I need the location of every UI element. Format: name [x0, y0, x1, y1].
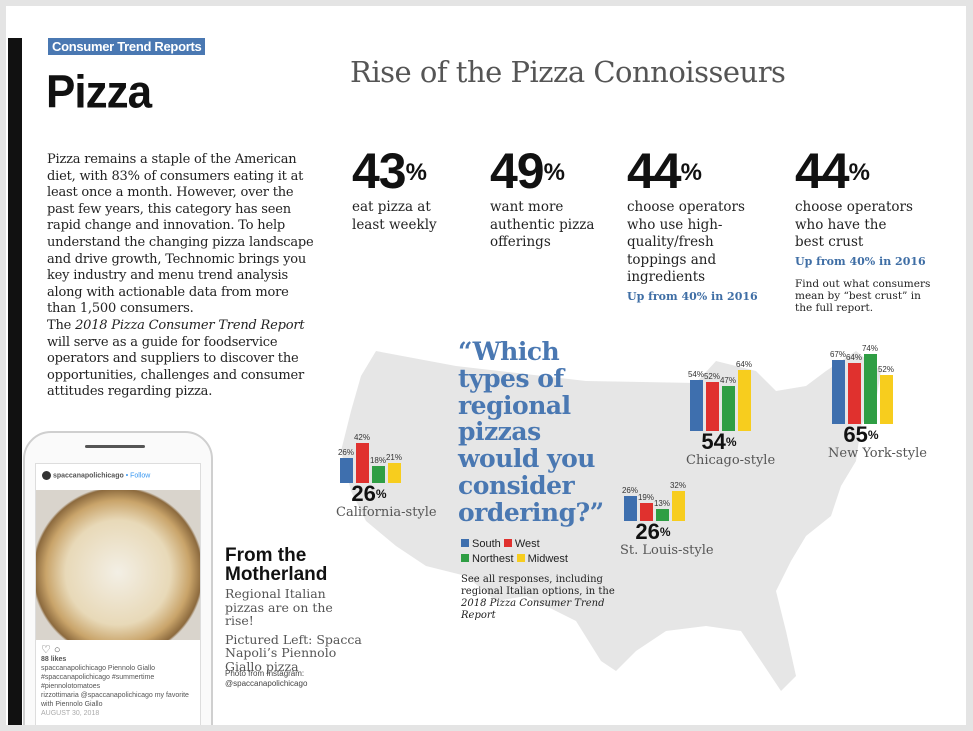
- bar-northest: [372, 465, 385, 483]
- bar-midwest: [388, 463, 401, 483]
- bar-value-label: 52%: [703, 371, 720, 381]
- bar-midwest: [738, 370, 751, 431]
- chart-total: 54%: [701, 429, 737, 454]
- bar-value-label: 54%: [687, 369, 704, 379]
- bar-value-label: 32%: [669, 480, 686, 490]
- legend-northeast: Northest: [461, 553, 514, 565]
- chart-st-louis-style: 26% 19% 13% 32% 26% St. Louis-style: [620, 441, 714, 558]
- chart-total: 26%: [635, 519, 671, 544]
- chart-label: California-style: [336, 505, 437, 520]
- page-title: Pizza: [46, 66, 152, 119]
- chart-label: St. Louis-style: [620, 543, 714, 558]
- bar-south: [832, 360, 845, 424]
- photo-credit: Photo from Instagram: @spaccanapolichicag…: [225, 669, 308, 688]
- bar-south: [624, 496, 637, 521]
- black-side-bar: [8, 38, 22, 725]
- us-map-silhouette: [341, 351, 881, 691]
- chart-legend: South West Northest Midwest: [461, 537, 568, 567]
- bar-west: [356, 443, 369, 483]
- chart-total: 26%: [351, 481, 387, 506]
- bar-value-label: 18%: [369, 455, 386, 465]
- bar-value-label: 42%: [353, 433, 370, 443]
- chart-label: New York-style: [828, 446, 927, 461]
- bar-value-label: 26%: [621, 486, 638, 496]
- stat-weekly: 43% eat pizza at least weekly: [352, 143, 437, 233]
- bar-value-label: 21%: [385, 453, 402, 463]
- survey-question: “Which types of regional pizzas would yo…: [458, 337, 604, 527]
- bar-northest: [864, 353, 877, 424]
- bar-value-label: 64%: [735, 360, 752, 370]
- pizza-photo: [36, 490, 200, 640]
- sidebar-title: From the Motherland: [225, 545, 328, 585]
- bar-midwest: [880, 374, 893, 424]
- bar-northest: [722, 386, 735, 431]
- instagram-post: spaccanapolichicago • Follow ♡ ○ 88 like…: [35, 463, 201, 725]
- sidebar-text: Regional Italian pizzas are on the rise!…: [225, 586, 362, 674]
- phone-mockup: spaccanapolichicago • Follow ♡ ○ 88 like…: [23, 431, 213, 725]
- bar-value-label: 26%: [337, 448, 354, 458]
- category-badge: Consumer Trend Reports: [48, 38, 206, 55]
- bar-value-label: 47%: [719, 376, 736, 386]
- bar-midwest: [672, 490, 685, 521]
- legend-midwest: Midwest: [516, 553, 568, 565]
- bar-value-label: 74%: [861, 343, 878, 353]
- chart-chicago-style: 54% 52% 47% 64% 54% Chicago-style: [686, 351, 776, 468]
- section-heading: Rise of the Pizza Connoisseurs: [350, 55, 786, 89]
- bar-value-label: 67%: [829, 350, 846, 360]
- chart-label: Chicago-style: [686, 453, 776, 468]
- infographic-page: Consumer Trend Reports Pizza Pizza remai…: [6, 6, 966, 725]
- bar-west: [848, 363, 861, 424]
- bar-value-label: 19%: [637, 492, 654, 502]
- see-all-note: See all responses, including regional It…: [461, 574, 615, 621]
- stat-best-crust: 44% choose operators who have the best c…: [795, 143, 931, 314]
- chart-total: 65%: [843, 422, 879, 447]
- bar-value-label: 52%: [877, 364, 894, 374]
- intro-text: Pizza remains a staple of the American d…: [47, 152, 314, 400]
- chart-new-york-style: 67% 64% 74% 52% 65% New York-style: [828, 343, 927, 461]
- bar-south: [340, 458, 353, 483]
- bar-west: [640, 502, 653, 521]
- heart-icon[interactable]: ♡ ○: [41, 644, 61, 656]
- stat-fresh-toppings: 44% choose operators who use high-qualit…: [627, 143, 758, 303]
- bar-south: [690, 379, 703, 431]
- legend-west: West: [503, 538, 540, 550]
- legend-south: South: [461, 538, 501, 550]
- chart-california-style: 26% 42% 18% 21% 26% California-style: [336, 403, 437, 520]
- stat-authentic: 49% want more authentic pizza offerings: [490, 143, 595, 250]
- bar-west: [706, 381, 719, 431]
- bar-northest: [656, 508, 669, 521]
- bar-value-label: 13%: [653, 498, 670, 508]
- bar-value-label: 64%: [845, 353, 862, 363]
